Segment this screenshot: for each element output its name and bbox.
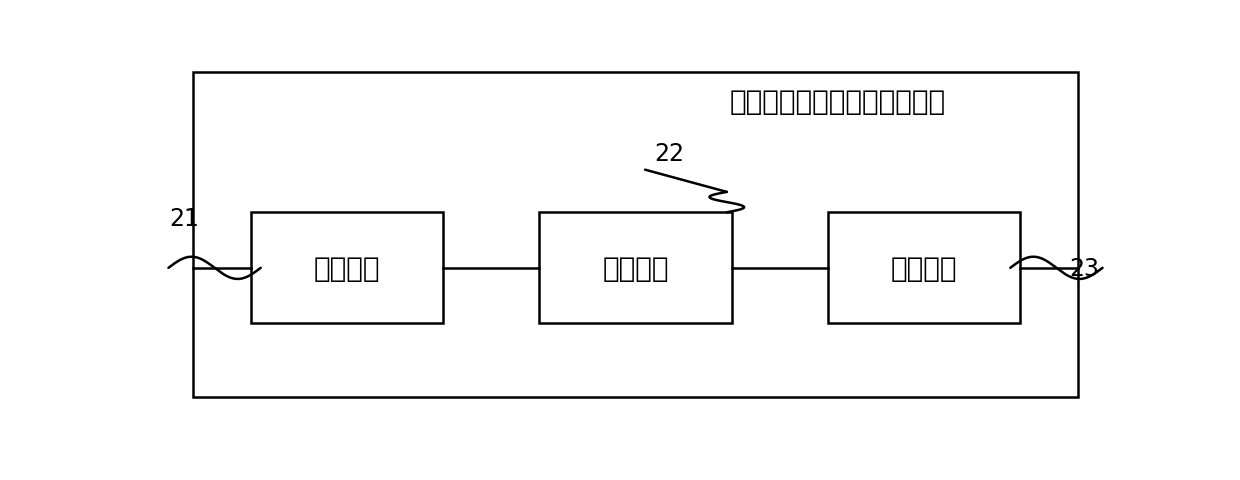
Text: 判断模块: 判断模块 [603, 254, 668, 282]
Text: 21: 21 [169, 206, 198, 230]
Bar [539, 213, 732, 324]
Text: 电动汽车的电池状态监控系统: 电动汽车的电池状态监控系统 [729, 88, 945, 116]
Text: 23: 23 [1069, 256, 1100, 280]
Text: 获取模块: 获取模块 [314, 254, 381, 282]
Bar [828, 213, 1019, 324]
Bar [193, 72, 1078, 397]
Text: 发送模块: 发送模块 [890, 254, 957, 282]
Bar [250, 213, 444, 324]
Text: 22: 22 [655, 142, 684, 166]
